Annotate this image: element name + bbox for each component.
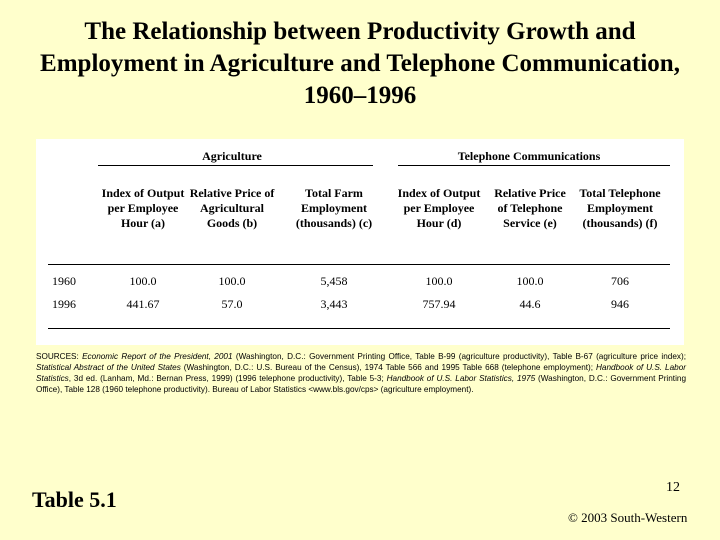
source-title: Handbook of U.S. Labor Statistics xyxy=(36,363,686,383)
column-header: Relative Price of Telephone Service (e) xyxy=(494,186,566,230)
table-label: Table 5.1 xyxy=(32,487,117,512)
sources-text: (Washington, D.C.: Government Printing O… xyxy=(232,352,686,361)
table-cell: 100.0 xyxy=(516,274,544,288)
table-bottom-rule xyxy=(48,328,670,329)
header-rule xyxy=(48,264,670,265)
source-title: Handbook of U.S. Labor Statistics, 1975 xyxy=(386,374,536,383)
row-year: 1996 xyxy=(52,297,76,311)
table-cell: 5,458 xyxy=(320,274,348,288)
sources-text: , 3d ed. (Lanham, Md.: Bernan Press, 199… xyxy=(68,374,387,383)
telephone-underline xyxy=(398,165,670,166)
table-cell: 946 xyxy=(611,297,629,311)
column-header: Total Farm Employment (thousands) (c) xyxy=(295,186,373,230)
data-table: Agriculture Telephone Communications Ind… xyxy=(36,139,684,345)
group-header-agriculture: Agriculture xyxy=(202,149,262,163)
table-cell: 100.0 xyxy=(218,274,246,288)
sources-note: SOURCES: Economic Report of the Presiden… xyxy=(36,351,686,395)
table-cell: 441.67 xyxy=(126,297,160,311)
sources-text: (Washington, D.C.: U.S. Bureau of the Ce… xyxy=(180,363,597,372)
source-title: Statistical Abstract of the United State… xyxy=(36,363,181,372)
sources-text: (Washington, D.C.: Government Printing O… xyxy=(36,374,687,394)
table-cell: 3,443 xyxy=(320,297,348,311)
copyright-notice: © 2003 South-Western xyxy=(568,510,688,525)
agriculture-underline xyxy=(98,165,373,166)
table-cell: 757.94 xyxy=(422,297,456,311)
column-header: Index of Output per Employee Hour (d) xyxy=(397,186,481,230)
page-number: 12 xyxy=(666,480,680,495)
table-cell: 57.0 xyxy=(221,297,243,311)
sources-text: SOURCES: xyxy=(36,352,83,361)
table-cell: 100.0 xyxy=(425,274,453,288)
column-header: Relative Price of Agricultural Goods (b) xyxy=(189,186,275,230)
table-cell: 44.6 xyxy=(519,297,541,311)
row-year: 1960 xyxy=(52,274,76,288)
table-cell: 706 xyxy=(611,274,629,288)
table-cell: 100.0 xyxy=(129,274,157,288)
column-header: Index of Output per Employee Hour (a) xyxy=(101,186,185,230)
source-title: Economic Report of the President, 2001 xyxy=(82,352,233,361)
column-header: Total Telephone Employment (thousands) (… xyxy=(579,186,661,230)
slide-title: The Relationship between Productivity Gr… xyxy=(40,18,680,109)
group-header-telephone: Telephone Communications xyxy=(457,149,601,163)
